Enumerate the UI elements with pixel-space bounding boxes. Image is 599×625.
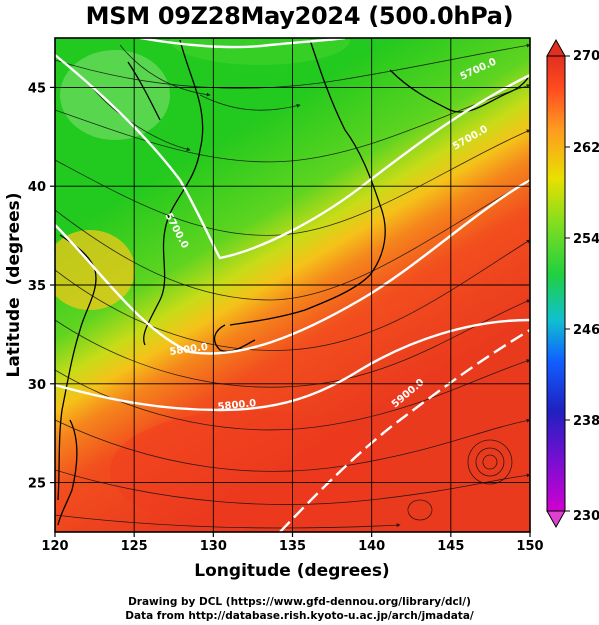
streamline	[119, 44, 211, 97]
x-tick-label: 150	[516, 539, 543, 554]
axis-ticks: 120 125 130 135 140 145 150 25 30 35 40 45	[28, 81, 544, 554]
height-contours	[55, 38, 530, 532]
colorbar-top-arrow	[546, 38, 566, 57]
x-tick-label: 130	[200, 539, 227, 554]
colorbar-bottom-arrow	[546, 510, 566, 529]
colorbar-tick-label: 254	[573, 232, 599, 247]
honshu-coast	[229, 39, 386, 326]
eddy-ring	[467, 439, 513, 485]
green-lobe	[170, 38, 350, 65]
contour-5800	[55, 178, 530, 355]
y-tick-label: 30	[28, 378, 46, 393]
x-tick-label: 135	[279, 539, 306, 554]
y-tick-label: 40	[28, 180, 46, 195]
y-tick-label: 25	[28, 477, 46, 492]
colorbar-tick-label: 246	[573, 323, 599, 338]
coastlines	[57, 39, 529, 526]
x-tick-label: 140	[358, 539, 385, 554]
streamline	[89, 84, 191, 152]
temperature-field: 5700.0 5800.0 5800.0 5900.0 5700.0 5700.…	[55, 38, 530, 532]
contour-label: 5800.0	[169, 342, 209, 358]
x-tick-label: 145	[437, 539, 464, 554]
manchuria-coast	[127, 61, 161, 121]
colorbar-ticks: 230 238 246 254 262 270	[565, 49, 599, 524]
colorbar: 230 238 246 254 262 270	[546, 38, 599, 529]
contour-label: 5800.0	[217, 398, 257, 413]
x-tick-label: 125	[121, 539, 148, 554]
colorbar-tick-label: 230	[573, 509, 599, 524]
colorbar-tick-label: 238	[573, 414, 599, 429]
contour-5700	[55, 54, 530, 260]
credit-data: Data from http://database.rish.kyoto-u.a…	[125, 610, 474, 622]
kyushu-coast	[213, 324, 256, 352]
eddy-ring	[407, 499, 433, 521]
streamline	[55, 179, 530, 301]
streamline	[55, 514, 401, 529]
credits: Drawing by DCL (https://www.gfd-dennou.o…	[0, 595, 599, 623]
colorbar-scale	[546, 55, 566, 512]
contour-5700-top	[139, 38, 346, 49]
y-axis-label: Latitude (degrees)	[4, 193, 24, 378]
y-tick-label: 45	[28, 81, 46, 96]
warm-core	[110, 410, 390, 530]
contour-5800-b	[55, 318, 530, 412]
page-title: MSM 09Z28May2024 (500.0hPa)	[85, 2, 514, 30]
streamline	[199, 94, 301, 111]
colorbar-tick-label: 262	[573, 141, 599, 156]
cold-blob	[60, 50, 170, 140]
contour-5900	[279, 328, 530, 532]
korea-coast	[143, 39, 204, 346]
credit-drawing: Drawing by DCL (https://www.gfd-dennou.o…	[128, 596, 471, 608]
x-tick-label: 120	[41, 539, 68, 554]
streamline	[55, 418, 530, 472]
hokkaido-coast	[389, 69, 529, 113]
grid-lines	[55, 38, 530, 532]
y-tick-label: 35	[28, 279, 46, 294]
eddy-ring	[475, 447, 505, 477]
colorbar-tick-label: 270	[573, 49, 599, 64]
streamline	[55, 43, 530, 89]
x-axis-label: Longitude (degrees)	[194, 561, 389, 581]
streamline	[55, 239, 530, 351]
streamlines	[55, 43, 530, 529]
streamline	[55, 299, 530, 388]
streamline	[55, 359, 530, 431]
eddy-ring	[482, 454, 498, 470]
streamline	[55, 84, 530, 163]
china-coast	[57, 234, 97, 501]
